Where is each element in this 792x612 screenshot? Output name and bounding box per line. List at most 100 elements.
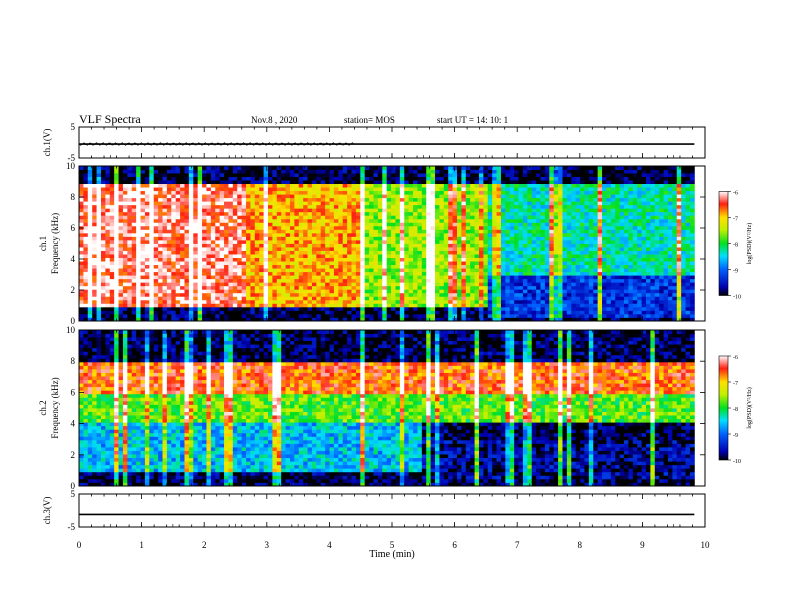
ch1-spectrogram-cell [175, 232, 181, 237]
ch1-spectrogram-cell [100, 183, 106, 188]
ch1-spectrogram-cell [96, 247, 102, 251]
ch1-spectrogram-cell [382, 250, 388, 255]
ch1-spectrogram-cell [307, 187, 313, 192]
ch1-spectrogram-cell [369, 247, 374, 251]
ch1-spectrogram-cell [347, 180, 352, 185]
ch1-spectrogram-cell [136, 271, 141, 276]
ch1-spectrogram-cell [268, 250, 273, 255]
ch1-spectrogram-cell [452, 257, 458, 262]
ch1-spectrogram-cell [114, 187, 119, 192]
ch1-spectrogram-cell [435, 183, 440, 188]
ch1-spectrogram-cell [448, 247, 454, 251]
ch1-spectrogram-cell [430, 310, 436, 315]
ch1-spectrogram-cell [496, 271, 502, 276]
ch1-spectrogram-cell [193, 289, 199, 294]
ch1-spectrogram-cell [268, 236, 273, 241]
ch1-spectrogram-cell [496, 282, 502, 287]
ch1-spectrogram-cell [364, 299, 370, 304]
ch1-spectrogram-cell [333, 292, 339, 297]
ch1-spectrogram-cell [254, 285, 260, 290]
ch1-spectrogram-cell [250, 278, 256, 283]
ch1-spectrogram-cell [250, 201, 256, 206]
ch1-spectrogram-cell [188, 183, 194, 188]
ch1-spectrogram-cell [518, 215, 524, 220]
ch1-spectrogram-cell [461, 296, 467, 301]
ch1-spectrogram-cell [544, 247, 550, 251]
ch1-spectrogram-cell [492, 250, 497, 255]
ch1-spectrogram-cell [483, 236, 489, 241]
ch1-spectrogram-cell [505, 187, 511, 192]
ch1-spectrogram-cell [237, 187, 243, 192]
ch1-spectrogram-cell [355, 254, 361, 258]
ch1-spectrogram-cell [377, 250, 383, 255]
ch1-spectrogram-cell [355, 243, 361, 248]
ch1-spectrogram-cell [210, 166, 216, 170]
ch1-spectrogram-cell [536, 250, 541, 255]
ch1-spectrogram-cell [426, 282, 432, 287]
ch1-spectrogram-cell [483, 194, 489, 199]
ch1-spectrogram-cell [162, 169, 168, 174]
ch1-spectrogram-cell [377, 317, 383, 322]
ch1-spectrogram-cell [338, 247, 344, 251]
ch1-spectrogram-cell [478, 268, 484, 273]
ch1-spectrogram-cell [171, 190, 177, 195]
ch1-spectrogram-cell [224, 299, 229, 304]
ch1-spectrogram-cell [439, 282, 445, 287]
ch1-spectrogram-cell [122, 271, 128, 276]
ch1-spectrogram-cell [470, 268, 475, 273]
ch1-spectrogram-cell [500, 239, 506, 244]
ch1-spectrogram-cell [140, 166, 146, 170]
ch1-spectrogram-cell [562, 292, 568, 297]
ch1-spectrogram-cell [298, 166, 304, 170]
ch1-spectrogram-cell [276, 271, 282, 276]
ch1-spectrogram-cell [311, 282, 317, 287]
ch1-spectrogram-cell [109, 222, 115, 227]
ch1-spectrogram-cell [500, 218, 506, 223]
ch1-spectrogram-cell [329, 317, 335, 322]
ch1-spectrogram-cell [144, 201, 150, 206]
ch1-spectrogram-cell [333, 285, 339, 290]
ch1-spectrogram-cell [224, 222, 229, 227]
ch1-spectrogram-cell [320, 317, 326, 322]
ch1-spectrogram-cell [391, 282, 396, 287]
ch1-spectrogram-cell [421, 169, 427, 174]
ch1-spectrogram-cell [478, 303, 484, 308]
ch1-spectrogram-cell [237, 173, 243, 177]
ch1-spectrogram-cell [96, 278, 102, 283]
ch1-spectrogram-cell [140, 250, 146, 255]
ch1-spectrogram-cell [505, 180, 511, 185]
ch1-spectrogram-cell [118, 194, 124, 199]
ch1-spectrogram-cell [83, 190, 89, 195]
ch1-spectrogram-cell [140, 197, 146, 202]
ch1-spectrogram-cell [87, 261, 93, 266]
ch1-spectrogram-cell [228, 275, 234, 280]
ch1-spectrogram-cell [224, 194, 229, 199]
ch1-spectrogram-cell [215, 222, 221, 227]
ch1-spectrogram-cell [465, 261, 471, 266]
ch1-spectrogram-cell [219, 299, 225, 304]
ch1-spectrogram-cell [136, 264, 141, 269]
ch1-spectrogram-cell [197, 169, 203, 174]
ch1-spectrogram-cell [448, 285, 454, 290]
ch1-spectrogram-cell [500, 268, 506, 273]
ch1-spectrogram-cell [228, 243, 234, 248]
ch1-spectrogram-cell [518, 303, 524, 308]
ch1-spectrogram-cell [461, 299, 467, 304]
ch1-spectrogram-cell [430, 275, 436, 280]
ch1-spectrogram-cell [114, 268, 119, 273]
ch1-spectrogram-cell [373, 197, 379, 202]
ch1-spectrogram-cell [351, 257, 357, 262]
ch1-spectrogram-cell [136, 268, 141, 273]
ch1-spectrogram-cell [127, 285, 133, 290]
ch1-spectrogram-cell [153, 225, 159, 230]
station-label: station= MOS [344, 115, 395, 125]
ch1-spectrogram-cell [496, 261, 502, 266]
ch1-spectrogram-cell [237, 243, 243, 248]
ch1-spectrogram-cell [544, 190, 550, 195]
ch1-spectrogram-cell [531, 289, 537, 294]
ch1-spectrogram-cell [149, 169, 155, 174]
ch1-spectrogram-cell [505, 243, 511, 248]
ch1-spectrogram-cell [509, 239, 515, 244]
ch1-spectrogram-cell [514, 282, 519, 287]
ch1-spectrogram-cell [127, 292, 133, 297]
